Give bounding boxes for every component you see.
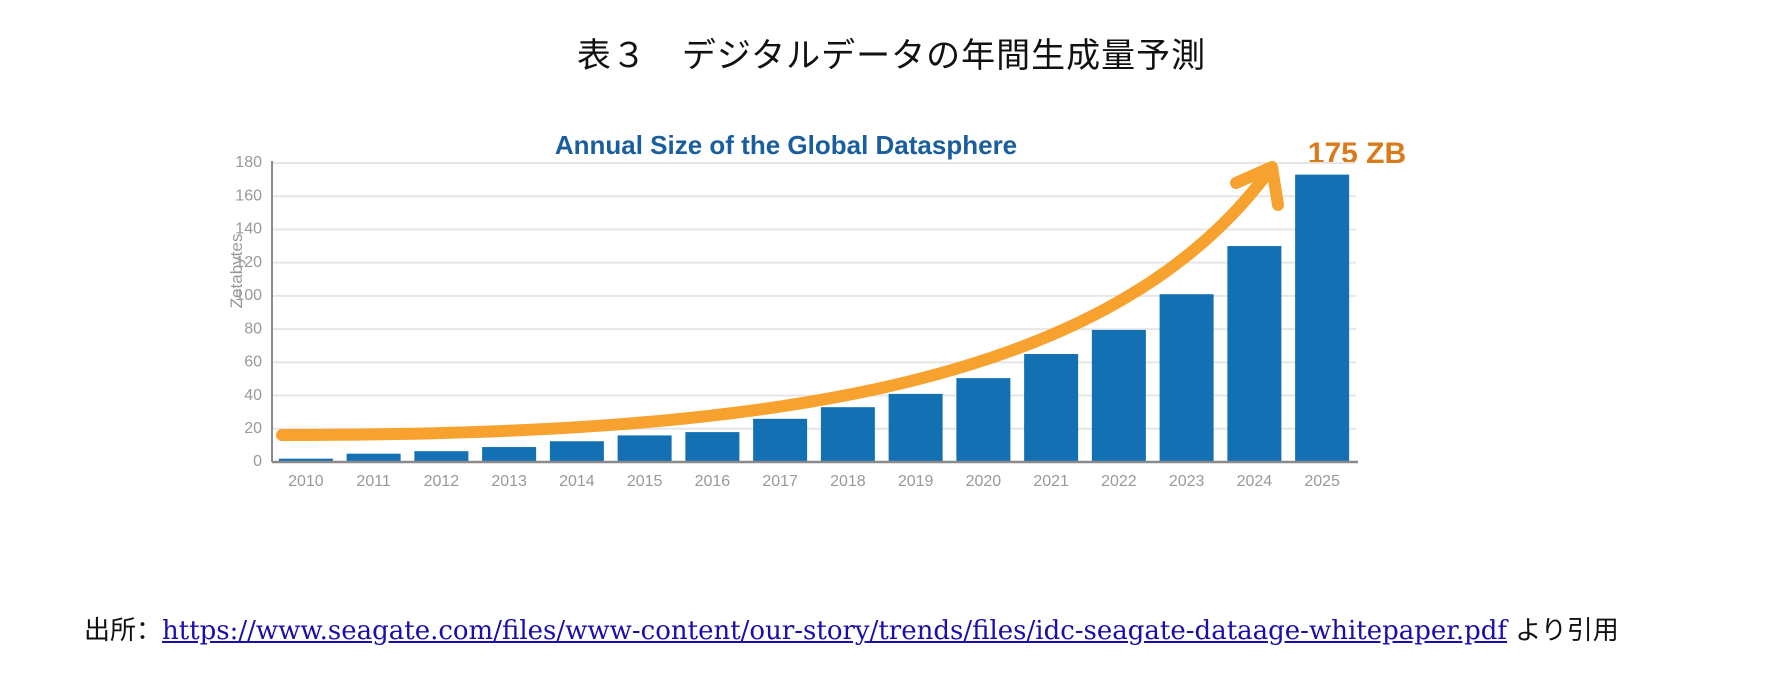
bar-2024 (1227, 246, 1282, 462)
x-tick-label: 2013 (491, 473, 527, 490)
y-tick-label: 60 (244, 354, 262, 371)
bar-2011 (346, 453, 401, 462)
bar-2015 (617, 435, 672, 462)
source-note: 出所：https://www.seagate.com/files/www-con… (84, 610, 1619, 647)
bar-2023 (1159, 294, 1214, 462)
bar-2022 (1091, 329, 1146, 462)
growth-arrow (276, 169, 1272, 441)
y-axis-label: Zetabytes (227, 234, 246, 309)
x-tick-label: 2024 (1237, 473, 1273, 490)
bar-2019 (888, 393, 943, 462)
chart-title: Annual Size of the Global Datasphere (555, 135, 1017, 160)
bar-2016 (685, 432, 740, 462)
y-tick-label: 180 (235, 154, 262, 171)
x-tick-label: 2011 (356, 473, 391, 490)
x-tick-label: 2021 (1033, 473, 1069, 490)
x-tick-label: 2018 (830, 473, 866, 490)
bar-2020 (956, 378, 1011, 462)
source-link[interactable]: https://www.seagate.com/files/www-conten… (162, 616, 1508, 646)
y-tick-label: 40 (244, 387, 262, 404)
y-tick-label: 0 (253, 453, 262, 470)
chart-svg: Annual Size of the Global Datasphere Zet… (227, 130, 1406, 490)
y-tick-label: 120 (235, 254, 262, 271)
bar-2018 (820, 407, 875, 462)
x-tick-label: 2019 (898, 473, 934, 490)
x-tick-label: 2014 (559, 473, 595, 490)
y-tick-label: 20 (244, 420, 262, 437)
chart: Annual Size of the Global Datasphere Zet… (220, 130, 1590, 565)
bar-2025 (1295, 174, 1350, 462)
annotation-175zb: 175 ZB (1308, 137, 1406, 170)
bar-2021 (1024, 354, 1079, 462)
x-tick-label: 2017 (762, 473, 798, 490)
y-tick-label: 80 (244, 320, 262, 337)
x-tick-label: 2023 (1169, 473, 1205, 490)
x-tick-label: 2010 (288, 473, 324, 490)
x-tick-label: 2025 (1304, 473, 1340, 490)
bar-2017 (753, 418, 808, 462)
page-title: 表３ デジタルデータの年間生成量予測 (576, 36, 1207, 76)
bar-2013 (482, 447, 537, 462)
y-tick-label: 160 (235, 187, 262, 204)
x-tick-label: 2020 (966, 473, 1002, 490)
bar-2012 (414, 451, 469, 462)
x-tick-label: 2016 (695, 473, 731, 490)
source-suffix: より引用 (1507, 616, 1619, 646)
y-tick-label: 140 (235, 221, 262, 238)
bar-2014 (549, 441, 604, 462)
x-tick-label: 2022 (1101, 473, 1137, 490)
bar-2010 (278, 458, 333, 462)
x-tick-label: 2012 (424, 473, 460, 490)
source-prefix: 出所： (84, 616, 163, 646)
y-tick-label: 100 (235, 287, 262, 304)
growth-arrow-head (1230, 161, 1284, 211)
x-tick-label: 2015 (627, 473, 663, 490)
